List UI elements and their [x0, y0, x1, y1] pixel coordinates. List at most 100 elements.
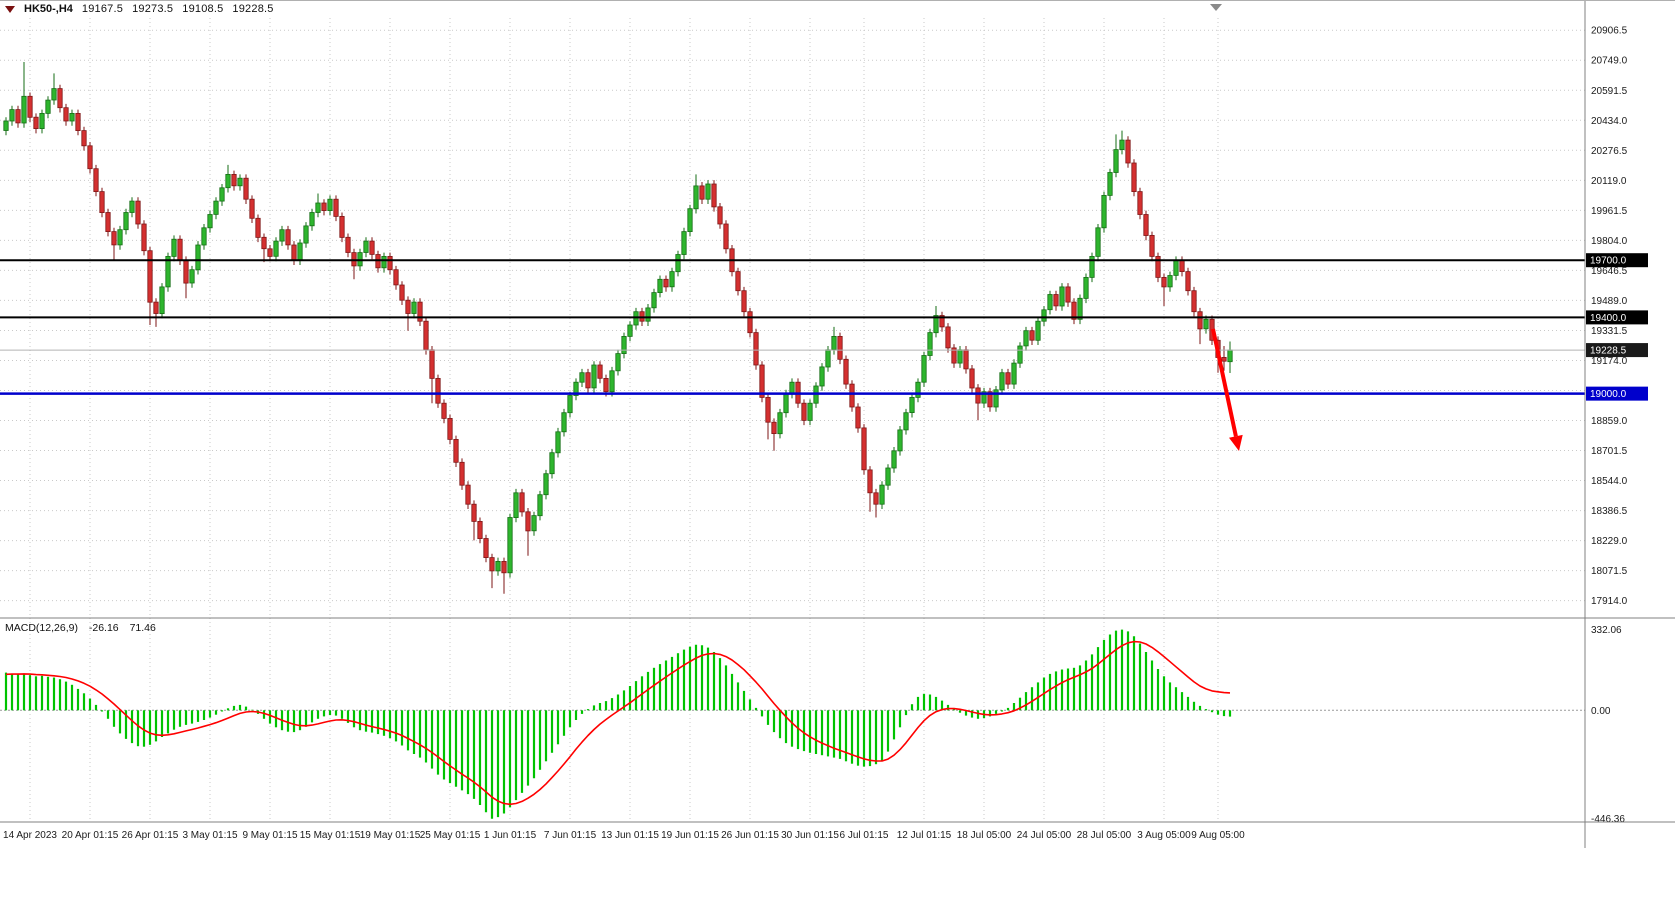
candle-body — [939, 315, 945, 328]
candle-body — [705, 183, 711, 200]
candle-body — [777, 412, 783, 435]
candle-body — [45, 99, 51, 114]
candle — [645, 304, 651, 326]
ohlc-readout: HK50-,H4 19167.5 19273.5 19108.5 19228.5 — [5, 3, 274, 15]
candle-body — [81, 130, 87, 147]
candle-body — [1035, 320, 1041, 341]
candle-body — [975, 387, 981, 404]
candle-body — [399, 284, 405, 301]
candle-body — [129, 200, 135, 213]
candle — [591, 361, 597, 393]
candle-body — [1053, 294, 1059, 307]
candle — [1071, 298, 1077, 325]
candle-body — [255, 217, 261, 238]
candle-body — [1023, 330, 1029, 347]
candle — [405, 296, 411, 331]
candle-body — [561, 412, 567, 433]
candle-body — [1077, 297, 1083, 320]
price-level-tag — [1586, 253, 1648, 268]
candle-body — [909, 396, 915, 413]
candle-body — [423, 320, 429, 351]
trend-arrow-head[interactable] — [1229, 434, 1243, 451]
candle — [411, 298, 417, 319]
candle — [747, 307, 753, 338]
candle-body — [3, 120, 9, 131]
candle-body — [849, 383, 855, 408]
candle-body — [1179, 259, 1185, 273]
candle — [3, 117, 9, 136]
candle — [453, 435, 459, 467]
candle-body — [183, 259, 189, 284]
candle-body — [1089, 255, 1095, 278]
candle-body — [1191, 290, 1197, 313]
time-axis-label: 7 Jun 01:15 — [544, 830, 597, 841]
time-axis-label: 14 Apr 2023 — [3, 830, 57, 841]
candle-body — [873, 492, 879, 505]
candle — [21, 62, 27, 128]
candle — [129, 197, 135, 218]
candle — [519, 488, 525, 517]
candle — [657, 275, 663, 298]
candle — [237, 174, 243, 191]
candle — [459, 458, 465, 490]
candle — [483, 534, 489, 563]
candle-body — [93, 168, 99, 192]
candle — [45, 96, 51, 119]
trend-arrow-shaft[interactable] — [1211, 328, 1238, 437]
candle — [579, 368, 585, 387]
trend-arrow[interactable] — [1211, 328, 1243, 451]
price-axis-label: 20276.5 — [1591, 146, 1628, 157]
price-axis-label: 19174.0 — [1591, 356, 1628, 367]
price-axis-label: 18701.5 — [1591, 446, 1628, 457]
candle — [1125, 136, 1131, 168]
candle — [75, 109, 81, 136]
candle — [507, 513, 513, 578]
candle-body — [1101, 194, 1107, 229]
candle — [525, 508, 531, 556]
candle-body — [171, 238, 177, 257]
macd-indicator-label: MACD(12,26,9) — [5, 622, 78, 634]
candle-body — [1059, 286, 1065, 307]
candle-body — [519, 492, 525, 513]
candle — [735, 267, 741, 296]
price-level-tag-label: 19400.0 — [1590, 313, 1627, 324]
candle — [693, 174, 699, 214]
candle — [243, 174, 249, 204]
candle — [33, 113, 39, 134]
candle — [891, 447, 897, 473]
candle-body — [1113, 149, 1119, 173]
candle — [555, 427, 561, 458]
candle — [531, 511, 537, 536]
candle-body — [927, 332, 933, 356]
candle — [333, 195, 339, 222]
candle-body — [915, 381, 921, 398]
candle — [1167, 271, 1173, 292]
candle — [1053, 290, 1059, 311]
candle — [843, 355, 849, 389]
high-value: 19273.5 — [132, 3, 174, 15]
candle-body — [51, 88, 57, 101]
candle — [1035, 317, 1041, 345]
candle-body — [1005, 372, 1011, 385]
candle — [969, 365, 975, 393]
candle — [285, 225, 291, 250]
candle — [471, 500, 477, 541]
time-axis-label: 26 Jun 01:15 — [721, 830, 779, 841]
time-axis-label: 3 Aug 05:00 — [1137, 830, 1191, 841]
candle — [495, 557, 501, 576]
candle — [387, 252, 393, 275]
candle — [231, 170, 237, 191]
candle-body — [477, 521, 483, 540]
candle-body — [669, 271, 675, 288]
candle-body — [273, 240, 279, 257]
candle — [315, 193, 321, 218]
candle — [393, 265, 399, 290]
candle — [999, 368, 1005, 395]
price-axis-label: 18229.0 — [1591, 536, 1628, 547]
candle — [993, 386, 999, 412]
candle-body — [309, 212, 315, 227]
candle — [1143, 210, 1149, 241]
candle — [111, 227, 117, 261]
